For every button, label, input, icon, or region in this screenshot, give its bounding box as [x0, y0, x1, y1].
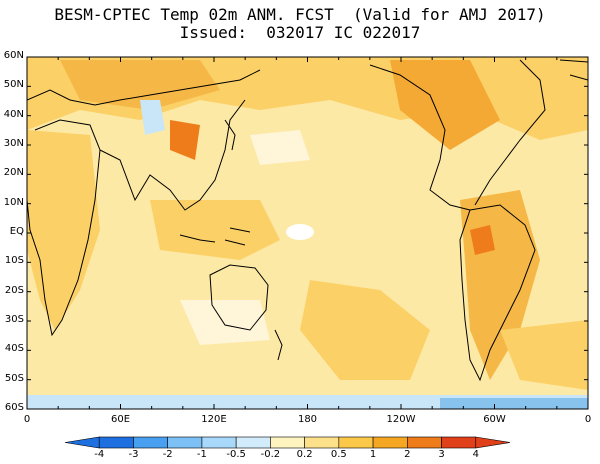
colorbar-label: -0.2: [260, 449, 281, 460]
colorbar: [64, 436, 511, 449]
colorbar-label: 0.5: [330, 449, 347, 460]
hot-spot-asia: [170, 120, 200, 160]
colorbar-label: 3: [438, 449, 445, 460]
lat-label: 30S: [4, 314, 24, 325]
colorbar-label: 1: [369, 449, 377, 460]
warm-zone-maritime: [150, 200, 280, 260]
colorbar-swatch: [407, 436, 442, 449]
lon-label: 120W: [386, 414, 416, 425]
coast-north-america-west: [369, 64, 471, 211]
colorbar-swatch: [304, 436, 340, 449]
cold-zone-antarctic: [440, 398, 588, 409]
colorbar-swatch: [270, 436, 305, 449]
lat-label: 20N: [3, 167, 24, 179]
warm-zone-south-atlantic: [500, 320, 588, 390]
colorbar-swatch: [133, 436, 168, 449]
colorbar-label: -0.5: [226, 449, 246, 460]
cool-spot-asia: [140, 100, 165, 135]
coast-africa: [27, 119, 101, 337]
coast-south-asia: [99, 99, 246, 211]
colorbar-swatch: [441, 436, 477, 449]
lat-label: 30N: [3, 138, 24, 149]
colorbar-swatch: [235, 436, 271, 449]
lon-label: 180: [297, 414, 318, 425]
lon-label: 120E: [201, 414, 227, 425]
colorbar-swatch: [64, 436, 100, 449]
lon-label: 0: [584, 414, 592, 425]
coast-japan: [224, 119, 236, 151]
colorbar-label: -4: [94, 449, 105, 460]
warm-zone-south-pacific: [300, 280, 430, 380]
lat-label: 40N: [3, 108, 24, 120]
near-normal-australia: [180, 300, 270, 345]
colorbar-label: -2: [162, 449, 173, 460]
coastlines: [27, 59, 588, 382]
colorbar-swatch: [475, 436, 511, 449]
coast-greenland: [559, 59, 588, 81]
lat-label: 60S: [4, 402, 24, 413]
map-title: BESM-CPTEC Temp 02m ANM. FCST (Valid for…: [54, 5, 546, 24]
colorbar-label: -1: [196, 449, 207, 460]
coast-australia: [209, 264, 269, 331]
lat-label: 50S: [4, 372, 24, 384]
colorbar-swatch: [167, 436, 203, 449]
lon-label: 60W: [483, 414, 506, 425]
hot-zone-north-america: [390, 60, 500, 150]
colorbar-swatch: [98, 436, 134, 449]
lat-label: 20S: [4, 284, 24, 296]
colorbar-label: 0.2: [296, 449, 313, 460]
lon-label: 60E: [110, 414, 131, 425]
near-normal-equatorial-pacific: [286, 224, 314, 240]
coast-eurasia-north: [27, 69, 261, 106]
colorbar-label: 2: [404, 449, 411, 460]
lat-label: EQ: [9, 226, 24, 237]
colorbar-swatch: [372, 436, 408, 449]
coast-indonesia: [179, 227, 251, 246]
colorbar-swatch: [338, 436, 374, 449]
map-subtitle: Issued: 032017 IC 022017: [179, 23, 421, 42]
lat-label: 40S: [4, 343, 24, 355]
colorbar-swatch: [201, 436, 237, 449]
lat-label: 50N: [3, 79, 24, 91]
map-ticks: [26, 56, 589, 410]
colorbar-label: 4: [472, 449, 479, 460]
lat-label: 10N: [3, 196, 24, 208]
lat-label: 60N: [3, 50, 24, 61]
anomaly-field: [27, 57, 588, 409]
near-normal-north-pacific: [250, 130, 310, 165]
hot-zone-eurasia: [60, 60, 220, 110]
hot-spot-amazon: [470, 225, 495, 255]
colorbar-label: -3: [128, 449, 139, 460]
coast-new-zealand: [274, 329, 283, 361]
coast-north-america-east: [474, 59, 546, 206]
warm-zone-africa: [27, 130, 100, 330]
coast-south-america: [459, 204, 536, 382]
lat-label: 10S: [4, 255, 24, 267]
lon-label: 0: [23, 414, 31, 425]
